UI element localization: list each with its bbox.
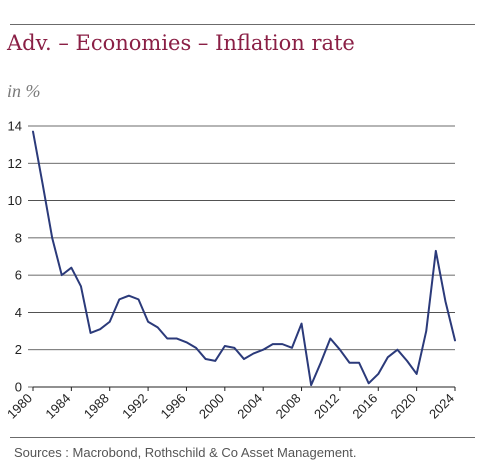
y-tick-label: 12 (8, 156, 22, 171)
data-point (224, 345, 226, 347)
data-point (329, 337, 331, 340)
data-point (118, 298, 120, 300)
y-tick-label: 14 (8, 119, 22, 134)
data-point (416, 373, 418, 375)
y-tick-label: 8 (15, 230, 22, 245)
data-point (348, 362, 351, 364)
x-tick-label: 2004 (234, 391, 265, 422)
x-tick-label: 1992 (119, 391, 150, 422)
y-tick-label: 6 (15, 268, 22, 283)
x-tick-label: 1980 (4, 391, 35, 422)
data-point (291, 347, 293, 349)
chart-title: Adv. – Economies – Inflation rate (7, 31, 355, 55)
data-point (195, 347, 197, 349)
data-point (454, 339, 456, 341)
x-tick-label: 2020 (388, 391, 419, 422)
bottom-rule (10, 437, 475, 438)
data-point (89, 332, 92, 334)
x-tick-label: 1984 (42, 391, 73, 422)
data-point (233, 347, 236, 349)
data-point (387, 356, 389, 358)
data-point (32, 130, 34, 133)
data-point (252, 352, 255, 355)
x-tick-label: 2008 (273, 391, 304, 422)
data-point (444, 300, 447, 302)
x-tick-label: 2000 (196, 391, 227, 422)
source-note: Sources : Macrobond, Rothschild & Co Ass… (14, 445, 357, 460)
data-point (339, 349, 341, 351)
data-point (99, 328, 101, 330)
data-point (406, 360, 408, 362)
top-rule (10, 24, 475, 25)
x-tick-label: 2024 (426, 391, 457, 422)
data-point (300, 323, 303, 325)
data-point (310, 384, 312, 386)
data-point (61, 274, 63, 276)
x-tick-label: 2016 (349, 391, 380, 422)
data-point (396, 349, 399, 351)
data-point (320, 362, 322, 364)
data-point (425, 330, 427, 332)
data-point (281, 343, 283, 345)
data-point (358, 362, 360, 364)
data-point (157, 326, 159, 328)
data-point (368, 382, 370, 384)
data-point (272, 343, 274, 345)
inflation-series-line (32, 130, 456, 387)
data-point (176, 337, 178, 340)
data-point (243, 358, 245, 360)
data-point (128, 295, 130, 297)
data-point (147, 321, 149, 323)
data-point (205, 358, 207, 360)
data-point (41, 183, 44, 185)
data-point (109, 321, 111, 323)
x-tick-label: 2012 (311, 391, 342, 422)
chart-subtitle: in % (7, 81, 41, 101)
data-point (166, 337, 168, 340)
x-tick-label: 1996 (158, 391, 189, 422)
data-point (185, 341, 188, 343)
y-tick-label: 10 (8, 193, 22, 208)
data-point (214, 360, 216, 362)
data-point (137, 298, 140, 300)
y-tick-label: 2 (15, 342, 22, 357)
data-point (377, 373, 379, 375)
data-point (51, 237, 53, 239)
data-point (70, 267, 72, 269)
y-tick-label: 4 (15, 305, 22, 320)
data-point (435, 250, 437, 252)
x-tick-label: 1988 (81, 391, 112, 422)
data-point (80, 285, 82, 287)
y-tick-label: 0 (15, 380, 22, 395)
data-point (262, 349, 264, 351)
